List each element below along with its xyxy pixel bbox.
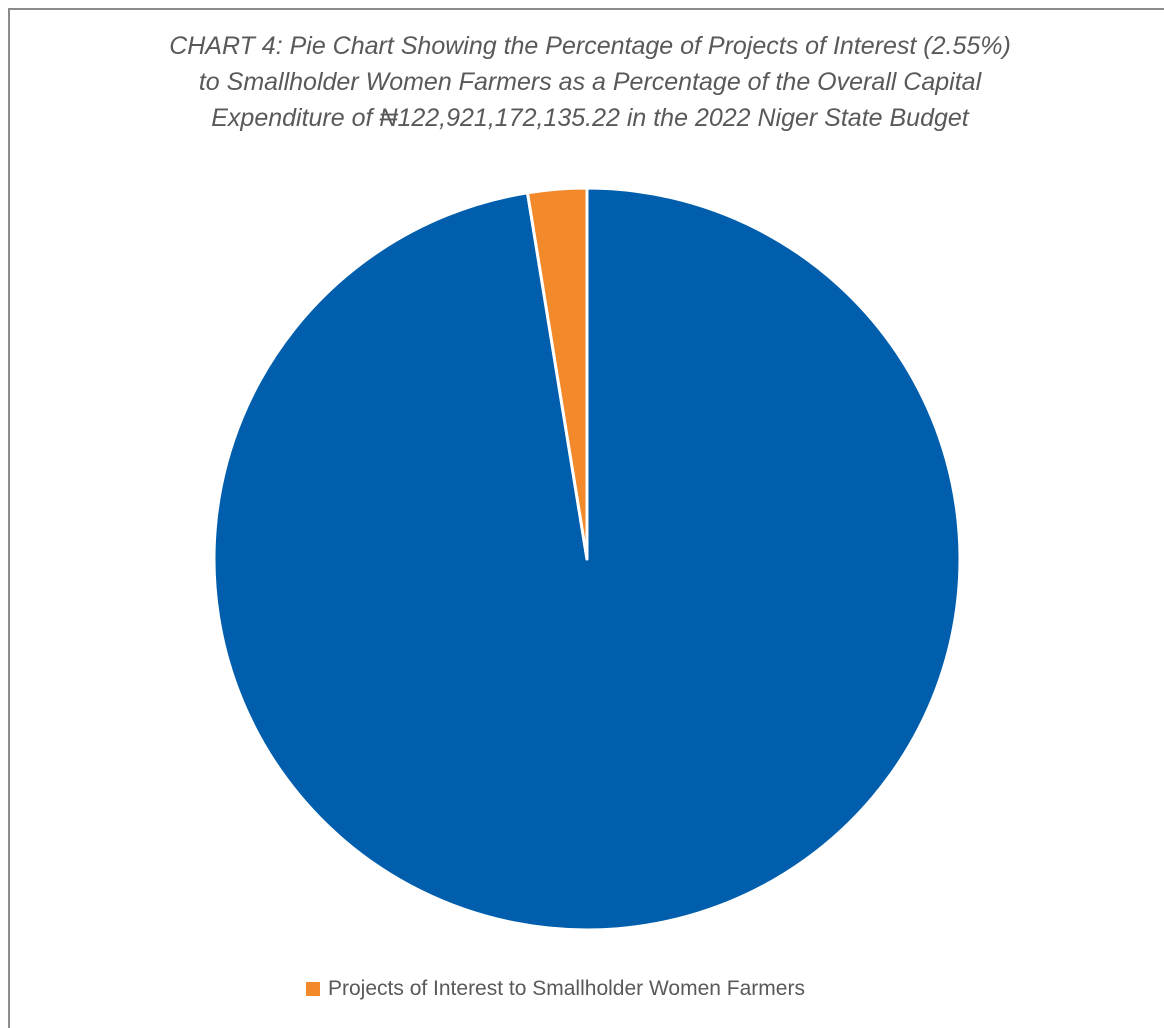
chart-title: CHART 4: Pie Chart Showing the Percentag… xyxy=(30,28,1150,136)
legend-label-projects-of-interest: Projects of Interest to Smallholder Wome… xyxy=(328,977,805,1000)
pie-slice-projects-of-interest xyxy=(525,186,589,561)
legend: Projects of Interest to Smallholder Wome… xyxy=(306,977,805,1001)
chart-title-line-3: Expenditure of ₦122,921,172,135.22 in th… xyxy=(211,104,969,132)
chart-title-line-1: CHART 4: Pie Chart Showing the Percentag… xyxy=(169,32,1011,60)
chart-title-line-2: to Smallholder Women Farmers as a Percen… xyxy=(198,68,982,96)
legend-swatch-projects-of-interest xyxy=(306,982,320,996)
